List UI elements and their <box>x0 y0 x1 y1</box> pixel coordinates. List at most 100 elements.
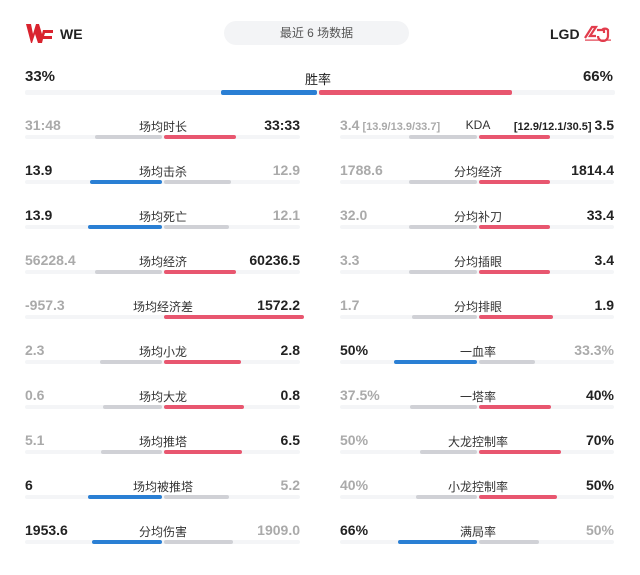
stat-left-value-text: 0.6 <box>25 387 45 403</box>
stat-right-value-text: 1814.4 <box>571 162 614 178</box>
left-win-rate: 33% <box>25 68 56 85</box>
stat-right-value-text: 33.3% <box>574 342 614 358</box>
stat-left-value: 13.9 <box>25 162 52 178</box>
stat-label: 场均大龙 <box>138 390 187 404</box>
stat-left-bar <box>398 540 477 544</box>
stat-left-bar <box>88 495 162 499</box>
stat-right-bar <box>479 180 550 184</box>
stat-track <box>25 225 300 229</box>
stat-label: 场均被推塔 <box>132 480 193 494</box>
stat-right-value-text: 70% <box>585 432 614 448</box>
stat-right-bar <box>479 360 535 364</box>
stat-track <box>25 315 300 319</box>
stat-track <box>25 540 300 544</box>
we-logo <box>26 22 54 49</box>
stat-track <box>25 495 300 499</box>
stat-right-bar <box>164 135 236 139</box>
stat-label: 大龙控制率 <box>447 435 508 449</box>
stat-label: 场均死亡 <box>138 210 187 224</box>
stat-right-value: [12.9/12.1/30.5] 3.5 <box>514 117 614 133</box>
stat-left-value: 6 <box>25 477 33 493</box>
stat-track <box>340 360 614 364</box>
stat-right-value-text: 1572.2 <box>257 297 300 313</box>
left-team-name: WE <box>60 26 83 42</box>
stat-track <box>340 225 614 229</box>
stat-right-value-text: 1.9 <box>594 297 614 313</box>
stat-right-value: 33:33 <box>264 117 300 133</box>
stat-label: 场均经济 <box>138 255 187 269</box>
stat-right-bar <box>479 270 551 274</box>
stat-right-value: 1.9 <box>595 297 614 313</box>
stat-left-value-text: 1953.6 <box>25 522 68 538</box>
stat-label: 分均伤害 <box>138 525 187 539</box>
period-selector[interactable]: 最近 6 场数据 <box>224 21 409 45</box>
stat-right-bar <box>479 225 551 229</box>
stat-left-value: 50% <box>340 432 368 448</box>
stat-right-value: 0.8 <box>281 387 300 403</box>
stat-right-value: 50% <box>586 477 614 493</box>
stat-left-bar <box>393 360 477 364</box>
stat-right-bar <box>164 180 232 184</box>
stat-track <box>340 495 614 499</box>
stat-left-bar <box>95 270 162 274</box>
win-rate-left-bar <box>221 90 317 95</box>
stat-track <box>25 180 300 184</box>
stat-track <box>340 270 614 274</box>
stat-track <box>340 540 614 544</box>
stat-left-value-text: 6 <box>25 477 33 493</box>
stat-left-bar <box>411 315 477 319</box>
stat-label: 分均经济 <box>453 165 502 179</box>
stat-right-value-text: 3.5 <box>594 117 614 133</box>
stat-right-value: 40% <box>586 387 614 403</box>
stat-left-value: 2.3 <box>25 342 44 358</box>
stat-left-value: 0.6 <box>25 387 44 403</box>
stat-left-bar <box>409 225 477 229</box>
stat-label: 场均推塔 <box>138 435 187 449</box>
stat-right-value: 12.1 <box>273 207 300 223</box>
stat-right-bar <box>164 225 230 229</box>
stat-left-bar <box>90 180 162 184</box>
stat-label: 满局率 <box>459 525 496 539</box>
stat-left-value-text: 37.5% <box>340 387 380 403</box>
stat-left-value-text: 32.0 <box>340 207 368 223</box>
stat-right-value: 33.3% <box>574 342 614 358</box>
stat-left-bar <box>408 180 477 184</box>
stat-right-value-text: 2.8 <box>280 342 300 358</box>
stat-left-value: 66% <box>340 522 368 538</box>
stat-left-bar <box>99 360 162 364</box>
stat-right-value-text: 12.9 <box>272 162 300 178</box>
stat-right-value-text: 1909.0 <box>257 522 300 538</box>
stat-right-value-text: 5.2 <box>280 477 300 493</box>
stat-left-value: 3.4 [13.9/13.9/33.7] <box>340 117 440 133</box>
stat-right-bar <box>479 450 561 454</box>
stat-label: 场均经济差 <box>132 300 193 314</box>
stat-left-value: 1.7 <box>340 297 359 313</box>
stat-label: 分均补刀 <box>453 210 502 224</box>
stat-label: 场均击杀 <box>138 165 187 179</box>
stat-right-value: 3.4 <box>595 252 614 268</box>
stat-label: KDA <box>465 118 491 132</box>
stat-left-value-text: 3.4 <box>340 117 360 133</box>
stat-left-value-text: 1788.6 <box>340 162 383 178</box>
stat-label: 场均时长 <box>138 120 187 134</box>
stat-right-bar <box>164 360 241 364</box>
stat-left-value-text: 2.3 <box>25 342 45 358</box>
stat-label: 分均插眼 <box>453 255 502 269</box>
stat-right-value: 2.8 <box>281 342 300 358</box>
stat-label: 分均排眼 <box>453 300 502 314</box>
stat-track <box>25 270 300 274</box>
stat-right-value-text: 12.1 <box>272 207 300 223</box>
stat-right-bar <box>164 450 243 454</box>
right-win-rate: 66% <box>582 68 613 85</box>
win-rate-label: 胜率 <box>304 72 331 87</box>
right-team-name: LGD <box>550 26 580 42</box>
stat-left-value: 40% <box>340 477 368 493</box>
stat-right-bar <box>479 540 540 544</box>
win-rate-right-bar <box>319 90 513 95</box>
stat-left-sub: [13.9/13.9/33.7] <box>362 121 441 133</box>
stat-left-value: 1953.6 <box>25 522 68 538</box>
stat-left-value-text: 50% <box>340 432 369 448</box>
stat-right-value: 1814.4 <box>571 162 614 178</box>
stat-right-value: 6.5 <box>281 432 300 448</box>
stat-label: 小龙控制率 <box>447 480 508 494</box>
